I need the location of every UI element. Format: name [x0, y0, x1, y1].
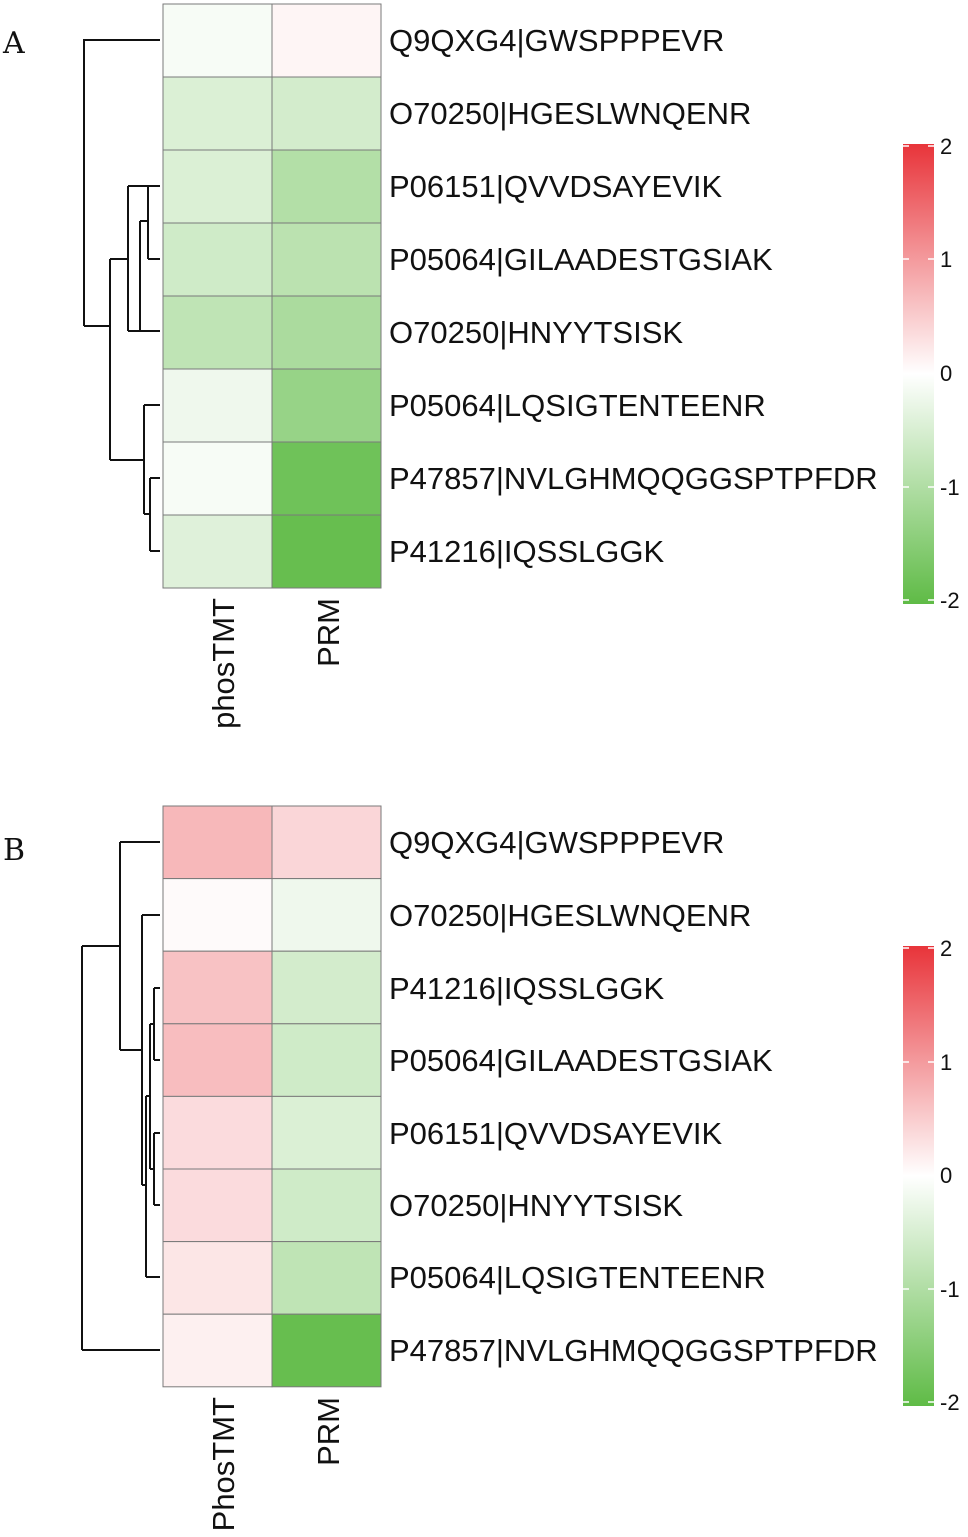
heatmap-cells: [162, 3, 382, 589]
column-label: phosTMT: [206, 598, 241, 729]
row-labels: Q9QXG4|GWSPPPEVR O70250|HGESLWNQENR P412…: [389, 825, 878, 1368]
column-label: PhosTMT: [206, 1397, 241, 1531]
heatmap-cell: [271, 441, 382, 516]
legend-tick-label: -1: [940, 1277, 960, 1302]
heatmap-cell: [271, 222, 382, 297]
legend-tick-label: 0: [940, 361, 952, 386]
heatmap-cell: [162, 222, 273, 297]
legend-gradient-bar: [903, 144, 934, 604]
row-label: P47857|NVLGHMQQGGSPTPFDR: [389, 1333, 878, 1368]
row-label: P05064|GILAADESTGSIAK: [389, 242, 773, 277]
row-label: O70250|HNYYTSISK: [389, 1188, 683, 1223]
legend-tick-label: -1: [940, 475, 960, 500]
heatmap-cell: [271, 149, 382, 224]
legend-tick-label: 0: [940, 1163, 952, 1188]
heatmap-cell: [162, 149, 273, 224]
color-legend: 2 1 0 -1 -2: [903, 134, 960, 613]
column-label: PRM: [311, 1397, 346, 1466]
heatmap-cell: [162, 295, 273, 370]
row-label: P41216|IQSSLGGK: [389, 971, 664, 1006]
heatmap-cell: [271, 1023, 382, 1097]
row-label: P05064|LQSIGTENTEENR: [389, 388, 766, 423]
row-labels: Q9QXG4|GWSPPPEVR O70250|HGESLWNQENR P061…: [389, 23, 878, 569]
heatmap-cell: [162, 514, 273, 589]
row-label: P06151|QVVDSAYEVIK: [389, 1116, 722, 1151]
color-legend: 2 1 0 -1 -2: [903, 936, 960, 1415]
row-label: P06151|QVVDSAYEVIK: [389, 169, 722, 204]
column-labels: PhosTMT PRM: [206, 1397, 346, 1531]
heatmap-cell: [162, 878, 273, 952]
legend-tick-label: 2: [940, 134, 952, 159]
heatmap-cell: [271, 514, 382, 589]
heatmap-cell: [271, 1313, 382, 1388]
row-dendrogram: [81, 841, 160, 1351]
panel-label: A: [2, 26, 25, 61]
panel-label: B: [3, 833, 25, 868]
heatmap-cell: [162, 368, 273, 443]
heatmap-cell: [162, 1313, 273, 1388]
column-label: PRM: [311, 598, 346, 667]
heatmap-cell: [271, 76, 382, 151]
heatmap-cell: [162, 1241, 273, 1315]
row-dendrogram: [83, 39, 160, 552]
legend-gradient-bar: [903, 946, 934, 1406]
heatmap-cell: [271, 3, 382, 78]
heatmap-cell: [271, 1168, 382, 1243]
row-label: Q9QXG4|GWSPPPEVR: [389, 825, 724, 860]
row-label: P05064|LQSIGTENTEENR: [389, 1260, 766, 1295]
heatmap-cell: [271, 368, 382, 443]
heatmap-cell: [271, 295, 382, 370]
heatmap-cell: [271, 950, 382, 1025]
row-label: Q9QXG4|GWSPPPEVR: [389, 23, 724, 58]
heatmap-panel-b: B Q9QXG4|GWSPPPEVR O7: [3, 805, 960, 1531]
legend-tick-label: 1: [940, 247, 952, 272]
heatmap-cell: [271, 878, 382, 952]
row-label: P05064|GILAADESTGSIAK: [389, 1043, 773, 1078]
heatmap-cell: [162, 805, 273, 880]
heatmap-cell: [271, 805, 382, 880]
row-label: O70250|HGESLWNQENR: [389, 96, 751, 131]
heatmap-cell: [162, 1095, 273, 1170]
heatmap-cell: [162, 441, 273, 516]
legend-tick-label: 1: [940, 1050, 952, 1075]
heatmap-cells: [162, 805, 382, 1388]
row-label: O70250|HNYYTSISK: [389, 315, 683, 350]
legend-tick-label: -2: [940, 1390, 960, 1415]
heatmap-cell: [162, 76, 273, 151]
row-label: P47857|NVLGHMQQGGSPTPFDR: [389, 461, 878, 496]
heatmap-cell: [162, 1023, 273, 1097]
legend-tick-label: 2: [940, 936, 952, 961]
heatmap-panel-a: A Q9QXG4|GWSPPPEVR O70250|HG: [2, 3, 960, 729]
legend-tick-label: -2: [940, 588, 960, 613]
heatmap-cell: [271, 1095, 382, 1170]
row-label: P41216|IQSSLGGK: [389, 534, 664, 569]
heatmap-cell: [162, 1168, 273, 1243]
column-labels: phosTMT PRM: [206, 598, 346, 729]
heatmap-cell: [162, 3, 273, 78]
heatmap-cell: [162, 950, 273, 1025]
row-label: O70250|HGESLWNQENR: [389, 898, 751, 933]
heatmap-cell: [271, 1241, 382, 1315]
